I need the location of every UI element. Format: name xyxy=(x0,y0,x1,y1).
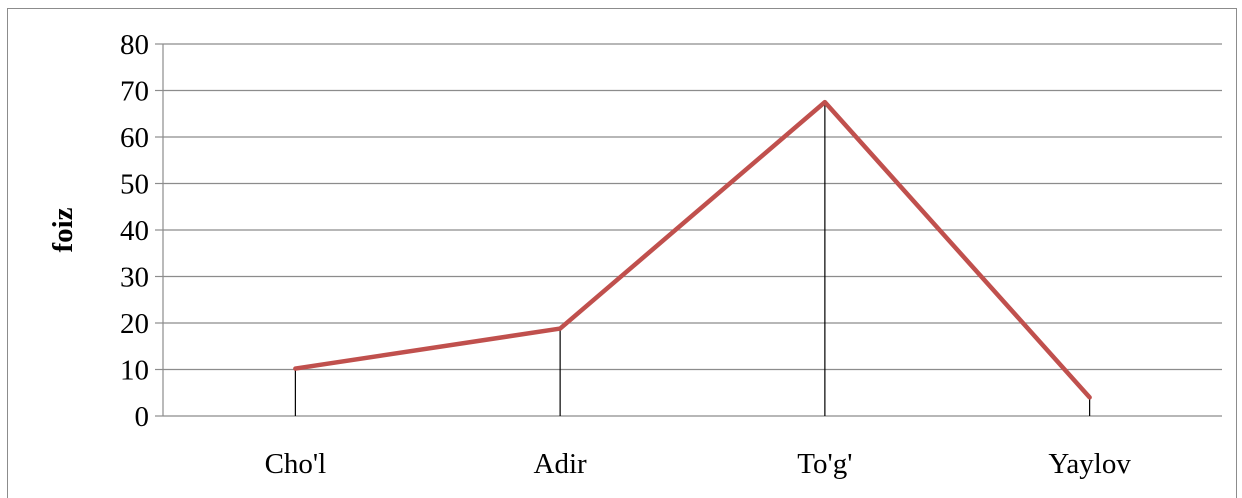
y-tick-labels: 0 10 20 30 40 50 60 70 80 xyxy=(120,29,149,433)
y-tick-label: 10 xyxy=(120,355,149,387)
y-tick-label: 40 xyxy=(120,215,149,247)
y-tick-label: 60 xyxy=(120,122,149,154)
series-lines xyxy=(295,102,1089,397)
y-tick-label: 30 xyxy=(120,262,149,294)
y-tick-label: 70 xyxy=(120,76,149,108)
y-axis-title: foiz xyxy=(47,207,79,252)
y-tick-label: 20 xyxy=(120,308,149,340)
x-tick-label: Yaylov xyxy=(1048,448,1131,480)
x-tick-label: To'g' xyxy=(797,448,852,480)
x-tick-labels: Cho'l Adir To'g' Yaylov xyxy=(265,448,1132,480)
y-tick-label: 50 xyxy=(120,169,149,201)
y-tick-label: 0 xyxy=(135,401,150,433)
y-tick-label: 80 xyxy=(120,29,149,61)
series-line xyxy=(295,102,1089,397)
gridlines xyxy=(163,44,1222,370)
x-tick-label: Adir xyxy=(534,448,588,480)
x-tick-label: Cho'l xyxy=(265,448,327,480)
